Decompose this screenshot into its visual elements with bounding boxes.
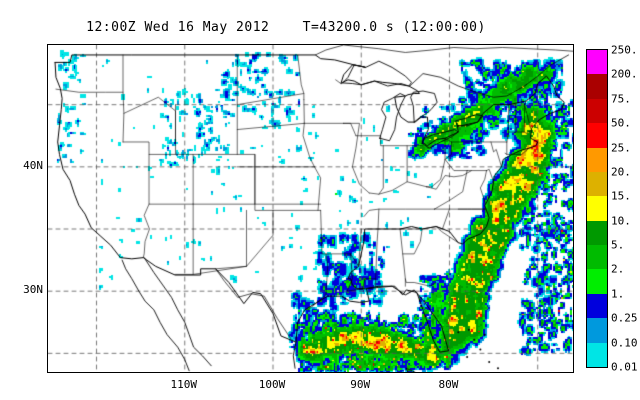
x-tick-80W: 80W [438,378,459,391]
colorbar-band-2 [587,98,607,124]
colorbar-tick-1: 200. [611,67,638,81]
colorbar-band-6 [587,196,607,221]
colorbar-band-7 [587,220,607,245]
colorbar-tick-0: 250. [611,43,638,57]
colorbar-tick-7: 10. [611,214,631,228]
colorbar-band-9 [587,269,607,294]
colorbar-tick-4: 25. [611,141,631,155]
colorbar-tick-13: 0.01 [611,360,638,374]
colorbar [586,49,608,368]
colorbar-tick-12: 0.10 [611,336,638,350]
colorbar-tick-9: 2. [611,262,625,276]
x-tick-90W: 90W [350,378,371,391]
colorbar-tick-2: 75. [611,92,631,106]
colorbar-band-5 [587,171,607,197]
colorbar-tick-5: 20. [611,165,631,179]
y-tick-30N: 30N [23,283,43,297]
figure-title: 12:00Z Wed 16 May 2012 T=43200.0 s (12:0… [86,20,486,35]
colorbar-band-8 [587,245,607,270]
colorbar-band-11 [587,318,607,343]
colorbar-band-10 [587,293,607,319]
x-tick-110W: 110W [170,378,198,391]
colorbar-tick-6: 15. [611,189,631,203]
colorbar-band-1 [587,74,607,99]
colorbar-band-4 [587,147,607,172]
x-tick-100W: 100W [258,378,286,391]
colorbar-tick-10: 1. [611,287,625,301]
colorbar-band-3 [587,123,607,148]
colorbar-tick-8: 5. [611,238,625,252]
colorbar-band-12 [587,342,607,367]
colorbar-band-0 [587,50,607,75]
colorbar-tick-3: 50. [611,116,631,130]
colorbar-tick-11: 0.25 [611,311,638,325]
y-tick-40N: 40N [23,158,43,172]
map-plot-area [47,44,574,373]
geography-layer [48,45,573,372]
